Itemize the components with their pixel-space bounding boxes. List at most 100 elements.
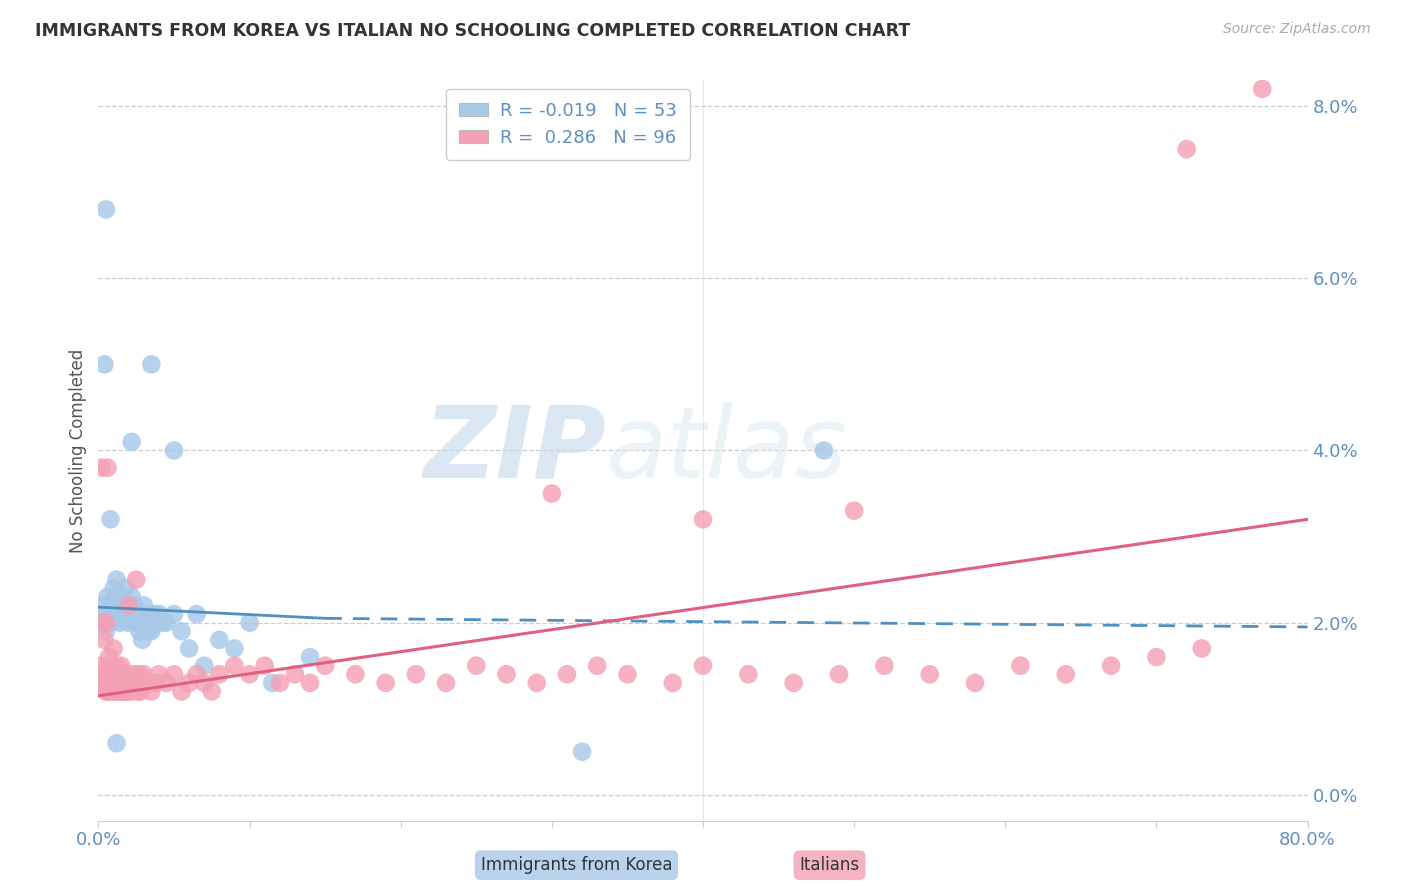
Point	[150, 615, 173, 630]
Point	[90, 460, 112, 475]
Point	[148, 607, 170, 621]
Point	[1175, 142, 1198, 156]
Point	[107, 599, 129, 613]
Point	[127, 615, 149, 630]
Point	[155, 615, 177, 630]
Point	[131, 632, 153, 647]
Point	[111, 676, 134, 690]
Point	[163, 443, 186, 458]
Point	[224, 641, 246, 656]
Point	[186, 667, 208, 681]
Point	[115, 676, 138, 690]
Point	[1054, 667, 1077, 681]
Point	[96, 684, 118, 698]
Point	[170, 684, 193, 698]
Point	[239, 667, 262, 681]
Text: Italians: Italians	[800, 856, 859, 874]
Point	[104, 676, 127, 690]
Point	[434, 676, 457, 690]
Point	[141, 624, 163, 639]
Point	[1099, 658, 1122, 673]
Point	[127, 684, 149, 698]
Point	[1146, 650, 1168, 665]
Point	[110, 684, 132, 698]
Point	[111, 667, 134, 681]
Point	[94, 684, 117, 698]
Point	[114, 676, 136, 690]
Point	[284, 667, 307, 681]
Point	[170, 624, 193, 639]
Point	[100, 615, 122, 630]
Point	[143, 607, 166, 621]
Point	[495, 667, 517, 681]
Point	[93, 357, 115, 371]
Point	[104, 667, 127, 681]
Point	[103, 641, 125, 656]
Point	[110, 658, 132, 673]
Point	[253, 658, 276, 673]
Point	[136, 624, 159, 639]
Point	[98, 658, 121, 673]
Point	[96, 460, 118, 475]
Point	[1010, 658, 1032, 673]
Point	[110, 607, 132, 621]
Point	[115, 667, 138, 681]
Point	[661, 676, 683, 690]
Point	[135, 676, 157, 690]
Point	[98, 676, 121, 690]
Point	[121, 434, 143, 449]
Point	[299, 650, 322, 665]
Point	[134, 615, 156, 630]
Point	[148, 667, 170, 681]
Point	[374, 676, 396, 690]
Point	[125, 573, 148, 587]
Point	[98, 607, 121, 621]
Point	[465, 658, 488, 673]
Point	[103, 658, 125, 673]
Point	[100, 684, 122, 698]
Point	[98, 650, 121, 665]
Point	[737, 667, 759, 681]
Point	[94, 615, 117, 630]
Point	[965, 676, 987, 690]
Y-axis label: No Schooling Completed: No Schooling Completed	[69, 349, 87, 552]
Point	[118, 599, 141, 613]
Point	[139, 615, 162, 630]
Point	[129, 615, 152, 630]
Point	[105, 684, 128, 698]
Text: IMMIGRANTS FROM KOREA VS ITALIAN NO SCHOOLING COMPLETED CORRELATION CHART: IMMIGRANTS FROM KOREA VS ITALIAN NO SCHO…	[35, 22, 911, 40]
Point	[124, 599, 146, 613]
Point	[873, 658, 896, 673]
Point	[118, 684, 141, 698]
Point	[239, 615, 262, 630]
Point	[101, 667, 124, 681]
Point	[101, 676, 124, 690]
Point	[224, 658, 246, 673]
Point	[269, 676, 291, 690]
Point	[104, 590, 127, 604]
Point	[208, 667, 231, 681]
Point	[105, 573, 128, 587]
Point	[96, 667, 118, 681]
Point	[100, 667, 122, 681]
Point	[540, 486, 562, 500]
Point	[111, 590, 134, 604]
Point	[91, 599, 114, 613]
Text: ZIP: ZIP	[423, 402, 606, 499]
Point	[1191, 641, 1213, 656]
Point	[112, 607, 135, 621]
Point	[120, 676, 142, 690]
Point	[132, 599, 155, 613]
Point	[179, 641, 201, 656]
Point	[124, 667, 146, 681]
Point	[571, 745, 593, 759]
Point	[112, 667, 135, 681]
Point	[121, 590, 143, 604]
Point	[193, 658, 215, 673]
Point	[145, 676, 167, 690]
Point	[91, 676, 114, 690]
Point	[918, 667, 941, 681]
Point	[141, 357, 163, 371]
Point	[783, 676, 806, 690]
Point	[208, 632, 231, 647]
